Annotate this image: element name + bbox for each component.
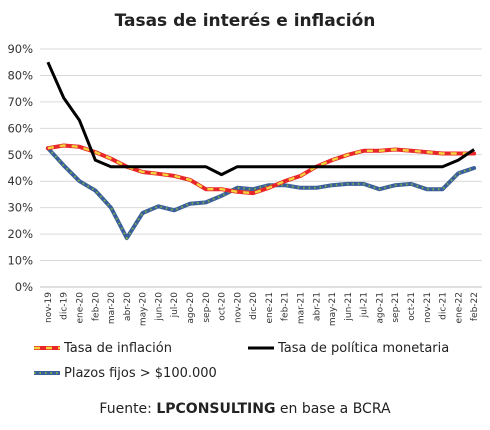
y-tick-label: 70% [7,95,33,109]
x-tick-label: feb-21 [281,292,291,321]
source-footer: Fuente: LPCONSULTING en base a BCRA [0,401,490,417]
x-tick-label: mar-20 [107,292,117,324]
x-axis-ticks: nov-19 dic-19 ene-20 feb-20 mar-20 abr-20 may-… [44,292,480,326]
y-axis-ticks: 0% 10% 20% 30% 40% 50% 60% 70% 80% 90% [7,42,33,294]
series-plazos-fijos [45,146,477,241]
x-tick-label: dic-19 [60,292,70,320]
x-tick-label: abr-21 [312,292,322,321]
legend: Tasa de inflación Tasa de política moneta… [34,341,449,381]
y-tick-label: 50% [7,148,33,162]
x-tick-label: feb-22 [470,292,480,321]
chart-title: Tasas de interés e inflación [115,11,376,31]
x-tick-label: jun-20 [154,292,164,322]
x-tick-label: oct-21 [407,292,417,321]
y-tick-label: 10% [7,254,33,268]
y-tick-label: 90% [7,42,33,56]
y-tick-label: 60% [7,121,33,135]
x-tick-label: oct-20 [218,292,228,321]
footer-suffix: en base a BCRA [275,401,391,417]
x-tick-label: ene-20 [75,292,85,324]
series-politica-monetaria [46,61,475,177]
x-tick-label: mar-21 [296,292,306,324]
gridlines [40,48,482,288]
x-tick-label: abr-20 [123,292,133,321]
x-tick-label: ene-22 [454,292,464,323]
series-inflacion-dashes [47,144,475,195]
x-tick-label: jul-21 [360,292,370,318]
legend-label: Tasa de inflación [63,341,172,356]
x-tick-label: sep-20 [202,292,212,323]
legend-label: Tasa de política monetaria [277,341,449,356]
y-tick-label: 40% [7,174,33,188]
x-tick-label: ene-21 [265,292,275,323]
x-tick-label: ago-21 [375,292,385,324]
x-tick-label: nov-19 [44,292,54,323]
y-tick-label: 30% [7,201,33,215]
x-tick-label: ago-20 [186,292,196,324]
x-tick-label: dic-20 [249,292,259,320]
x-tick-label: jul-20 [170,292,180,319]
chart: Tasas de interés e inflación 0% 10% 20% 30%… [7,11,482,381]
series-lines [45,61,477,241]
x-tick-label: nov-20 [233,292,243,323]
series-plazos-fijos-dots [47,147,475,241]
x-tick-label: may-20 [139,292,149,326]
footer-prefix: Fuente: [99,401,157,417]
footer-brand: LPCONSULTING [156,401,276,417]
y-tick-label: 0% [15,280,33,294]
x-tick-label: sep-21 [391,292,401,323]
x-tick-label: feb-20 [91,292,101,321]
y-tick-label: 80% [7,68,33,82]
y-tick-label: 20% [7,227,33,241]
x-tick-label: may-21 [328,292,338,326]
x-tick-label: nov-21 [423,292,433,323]
legend-label: Plazos fijos > $100.000 [64,366,217,381]
x-tick-label: dic-21 [439,292,449,320]
x-tick-label: jun-21 [344,292,354,322]
